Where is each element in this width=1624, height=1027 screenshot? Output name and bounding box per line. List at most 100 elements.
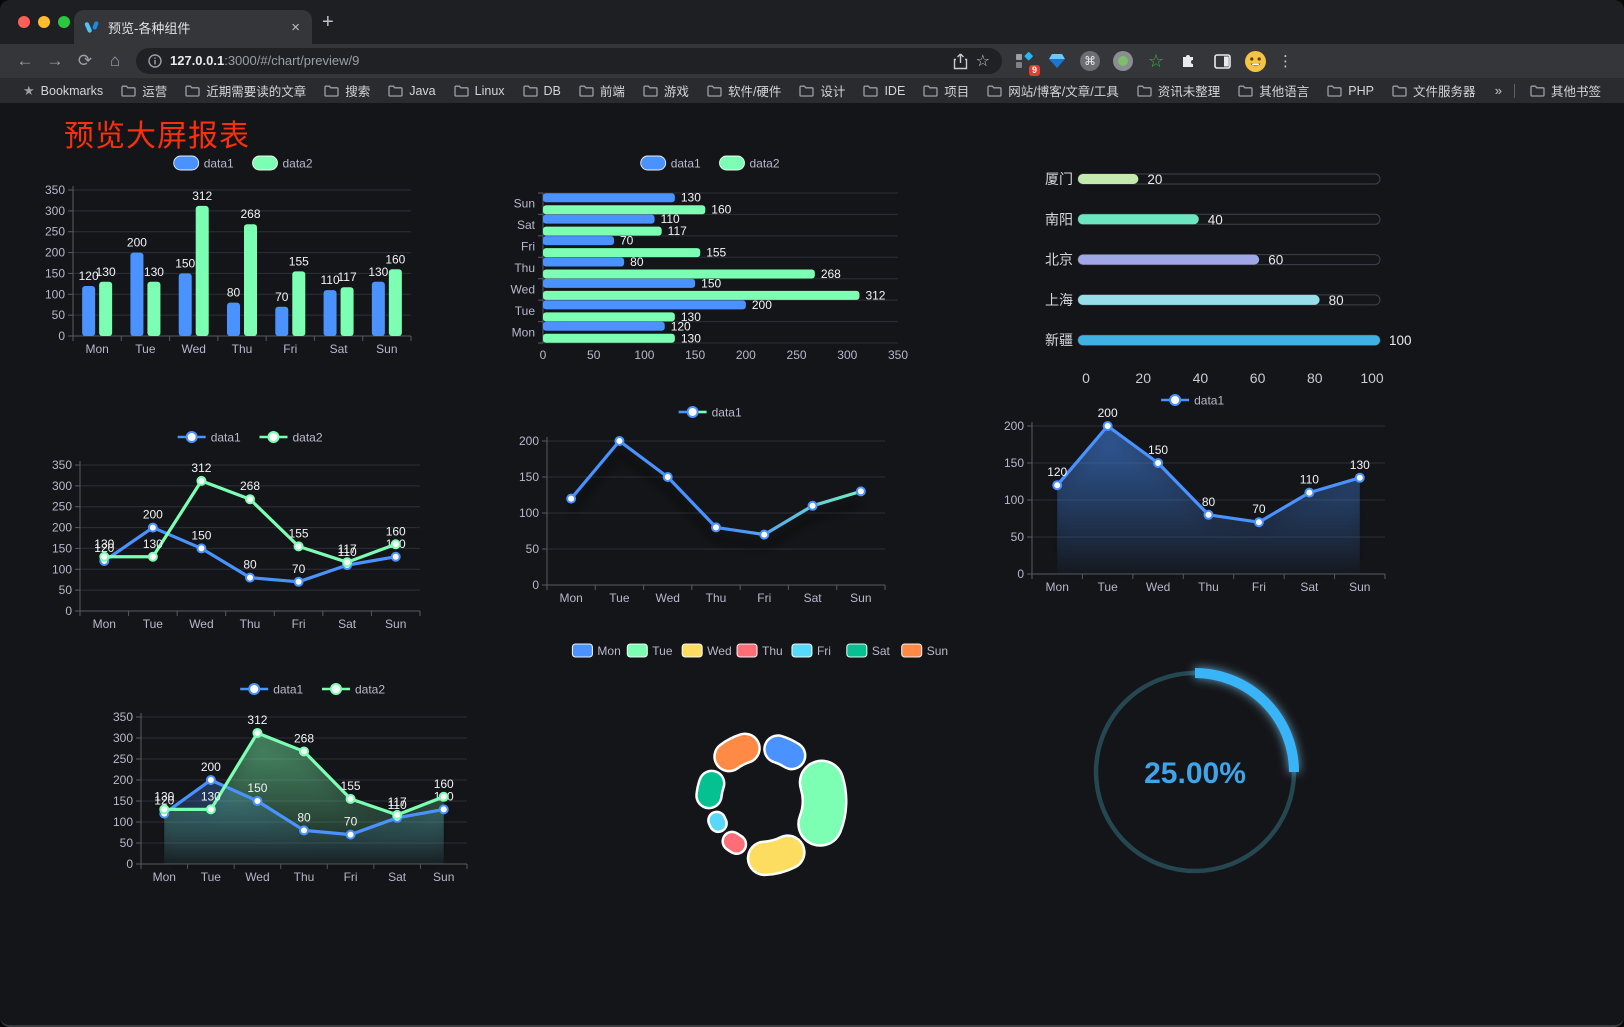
svg-text:120: 120 bbox=[154, 794, 174, 808]
svg-text:Sun: Sun bbox=[514, 197, 535, 211]
svg-text:117: 117 bbox=[668, 224, 687, 238]
svg-text:200: 200 bbox=[113, 773, 133, 787]
reload-icon[interactable]: ⟳ bbox=[77, 51, 93, 70]
svg-text:350: 350 bbox=[888, 348, 908, 362]
browser-tab[interactable]: 预览-各种组件 × bbox=[74, 10, 312, 44]
svg-text:200: 200 bbox=[201, 760, 221, 774]
bookmark-folder[interactable]: 近期需要读的文章 bbox=[176, 78, 315, 103]
bookmark-folder[interactable]: 运营 bbox=[112, 78, 176, 103]
bookmark-folder[interactable]: 资讯未整理 bbox=[1128, 78, 1230, 103]
svg-text:Tue: Tue bbox=[652, 644, 673, 658]
svg-text:200: 200 bbox=[143, 508, 163, 522]
bookmark-other-bookmarks[interactable]: 其他书签 bbox=[1521, 78, 1610, 103]
folder-icon bbox=[643, 85, 658, 97]
forward-icon[interactable]: → bbox=[46, 51, 64, 70]
extension-grid-icon[interactable]: 9 bbox=[1012, 49, 1040, 76]
bookmark-folder[interactable]: 其他语言 bbox=[1229, 78, 1318, 103]
bookmark-folder[interactable]: 网站/博客/文章/工具 bbox=[978, 78, 1127, 103]
gem-extension-icon[interactable] bbox=[1045, 49, 1069, 73]
svg-text:150: 150 bbox=[247, 781, 267, 795]
browser-toolbar: ← → ⟳ ⌂ 127.0.0.1:3000/#/chart/preview/9… bbox=[0, 44, 1624, 78]
bookmark-folder[interactable]: IDE bbox=[854, 78, 914, 103]
page-info-icon[interactable] bbox=[148, 54, 162, 68]
svg-text:350: 350 bbox=[45, 183, 65, 197]
tab-strip: 预览-各种组件 × + bbox=[0, 0, 1624, 44]
svg-text:150: 150 bbox=[175, 256, 195, 270]
svg-text:70: 70 bbox=[275, 290, 289, 304]
folder-icon bbox=[1392, 85, 1407, 97]
svg-text:Sun: Sun bbox=[850, 591, 871, 605]
svg-text:20: 20 bbox=[1147, 172, 1162, 187]
close-window-button[interactable] bbox=[18, 16, 30, 28]
home-icon[interactable]: ⌂ bbox=[109, 51, 121, 70]
svg-text:data2: data2 bbox=[293, 431, 323, 445]
svg-text:Fri: Fri bbox=[292, 617, 306, 631]
new-tab-button[interactable]: + bbox=[322, 11, 334, 33]
svg-text:250: 250 bbox=[113, 752, 133, 766]
svg-text:160: 160 bbox=[386, 524, 406, 538]
svg-text:80: 80 bbox=[1202, 495, 1216, 509]
tab-close-icon[interactable]: × bbox=[291, 18, 300, 36]
address-bar[interactable]: 127.0.0.1:3000/#/chart/preview/9 ☆ bbox=[136, 48, 1002, 74]
minimize-window-button[interactable] bbox=[38, 16, 50, 28]
svg-text:Thu: Thu bbox=[1198, 580, 1219, 594]
tab-title: 预览-各种组件 bbox=[108, 20, 191, 36]
browser-menu-icon[interactable]: ⋮ bbox=[1278, 53, 1293, 70]
bookmark-star-icon[interactable]: ☆ bbox=[975, 53, 990, 70]
bookmark-folder[interactable]: 前端 bbox=[570, 78, 634, 103]
svg-text:155: 155 bbox=[706, 246, 726, 260]
bookmark-folder[interactable]: 软件/硬件 bbox=[698, 78, 790, 103]
svg-text:Sat: Sat bbox=[872, 644, 891, 658]
folder-icon bbox=[1238, 85, 1253, 97]
svg-text:80: 80 bbox=[297, 810, 311, 824]
bookmark-folder[interactable]: 项目 bbox=[914, 78, 978, 103]
svg-text:Fri: Fri bbox=[1252, 580, 1266, 594]
svg-text:Tue: Tue bbox=[201, 870, 222, 884]
svg-text:Sun: Sun bbox=[1349, 580, 1370, 594]
bookmark-folder[interactable]: Linux bbox=[445, 78, 514, 103]
svg-text:Sat: Sat bbox=[1300, 580, 1319, 594]
record-extension-icon[interactable] bbox=[1111, 49, 1135, 73]
svg-text:100: 100 bbox=[1004, 493, 1024, 507]
command-extension-icon[interactable]: ⌘ bbox=[1078, 49, 1102, 73]
svg-text:Wed: Wed bbox=[245, 870, 269, 884]
puzzle-extensions-icon[interactable] bbox=[1177, 49, 1201, 73]
svg-text:Thu: Thu bbox=[294, 870, 315, 884]
svg-text:Sun: Sun bbox=[433, 870, 454, 884]
profile-avatar[interactable] bbox=[1243, 49, 1267, 73]
tab-favicon bbox=[84, 21, 99, 33]
svg-text:312: 312 bbox=[247, 713, 267, 727]
share-icon[interactable] bbox=[953, 53, 968, 70]
zoom-window-button[interactable] bbox=[58, 16, 70, 28]
svg-text:268: 268 bbox=[294, 731, 314, 745]
svg-text:60: 60 bbox=[1268, 253, 1283, 268]
folder-icon bbox=[707, 85, 722, 97]
side-panel-icon[interactable] bbox=[1210, 49, 1234, 73]
svg-text:0: 0 bbox=[532, 578, 539, 592]
bookmark-folder[interactable]: PHP bbox=[1318, 78, 1383, 103]
svg-text:150: 150 bbox=[52, 541, 72, 555]
svg-text:40: 40 bbox=[1208, 212, 1223, 227]
svg-text:Sat: Sat bbox=[804, 591, 823, 605]
svg-text:160: 160 bbox=[434, 777, 454, 791]
back-icon[interactable]: ← bbox=[16, 51, 34, 70]
svg-text:data2: data2 bbox=[355, 683, 385, 697]
bookmark-folder[interactable]: 搜索 bbox=[315, 78, 379, 103]
svg-text:155: 155 bbox=[289, 526, 309, 540]
svg-text:60: 60 bbox=[1250, 370, 1266, 386]
bookmarks-list: ★ Bookmarks 运营 近期需要读的文章 搜索 Java Linux DB 前端 游戏 软件/… bbox=[14, 78, 1484, 103]
svg-text:Mon: Mon bbox=[93, 617, 116, 631]
svg-text:0: 0 bbox=[126, 857, 133, 871]
svg-text:Sun: Sun bbox=[927, 644, 948, 658]
bookmark-folder[interactable]: Java bbox=[379, 78, 444, 103]
green-star-extension-icon[interactable]: ☆ bbox=[1147, 50, 1165, 71]
bookmark-folder[interactable]: 设计 bbox=[790, 78, 854, 103]
folder-icon bbox=[453, 85, 469, 97]
bookmarks-label[interactable]: ★ Bookmarks bbox=[23, 82, 104, 98]
svg-text:70: 70 bbox=[292, 562, 306, 576]
bookmark-folder[interactable]: 文件服务器 bbox=[1383, 78, 1485, 103]
bookmark-folder[interactable]: 游戏 bbox=[634, 78, 698, 103]
bookmark-folder[interactable]: DB bbox=[514, 78, 570, 103]
svg-text:130: 130 bbox=[681, 191, 701, 205]
bookmarks-overflow-chevron[interactable]: » bbox=[1494, 83, 1502, 98]
